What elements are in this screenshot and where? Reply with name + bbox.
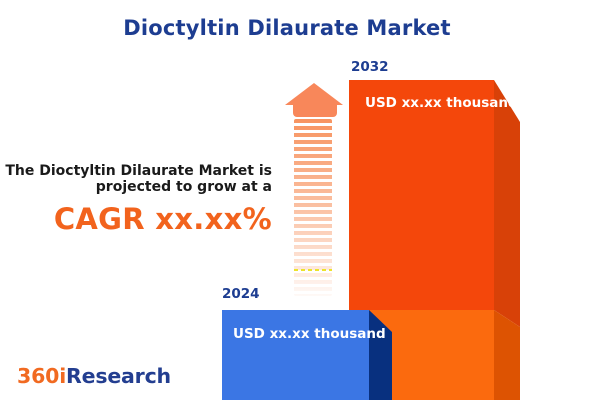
bar-2024-side <box>369 310 392 400</box>
page-title: Dioctyltin Dilaurate Market <box>123 16 451 40</box>
promo-line-2: projected to grow at a <box>95 178 272 195</box>
bar-2032-side-upper <box>494 80 520 327</box>
bar-2024 <box>222 310 392 400</box>
bar-2032-year-label: 2032 <box>351 59 389 75</box>
bar-2024-front <box>222 310 369 400</box>
brand-logo: 360iResearch <box>17 364 171 388</box>
bar-2024-value-label: USD xx.xx thousand <box>233 326 386 342</box>
bar-2032-value-label: USD xx.xx thousand <box>365 95 518 111</box>
arrow-neck <box>293 100 337 117</box>
arrow-yellow-dash <box>294 269 332 271</box>
logo-part-360i: 360i <box>17 364 67 388</box>
bar-2032-front-upper <box>349 80 494 310</box>
bar-2032-side-lower <box>494 310 520 400</box>
promo-text-block: The Dioctyltin Dilaurate Market is proje… <box>0 163 272 236</box>
bar-2024-year-label: 2024 <box>222 286 260 302</box>
growth-arrow-icon <box>285 83 343 296</box>
logo-part-research: Research <box>66 364 171 388</box>
arrow-dashed-shaft <box>294 119 332 296</box>
promo-line-1: The Dioctyltin Dilaurate Market is <box>5 163 272 179</box>
cagr-highlight: CAGR xx.xx% <box>53 202 272 236</box>
